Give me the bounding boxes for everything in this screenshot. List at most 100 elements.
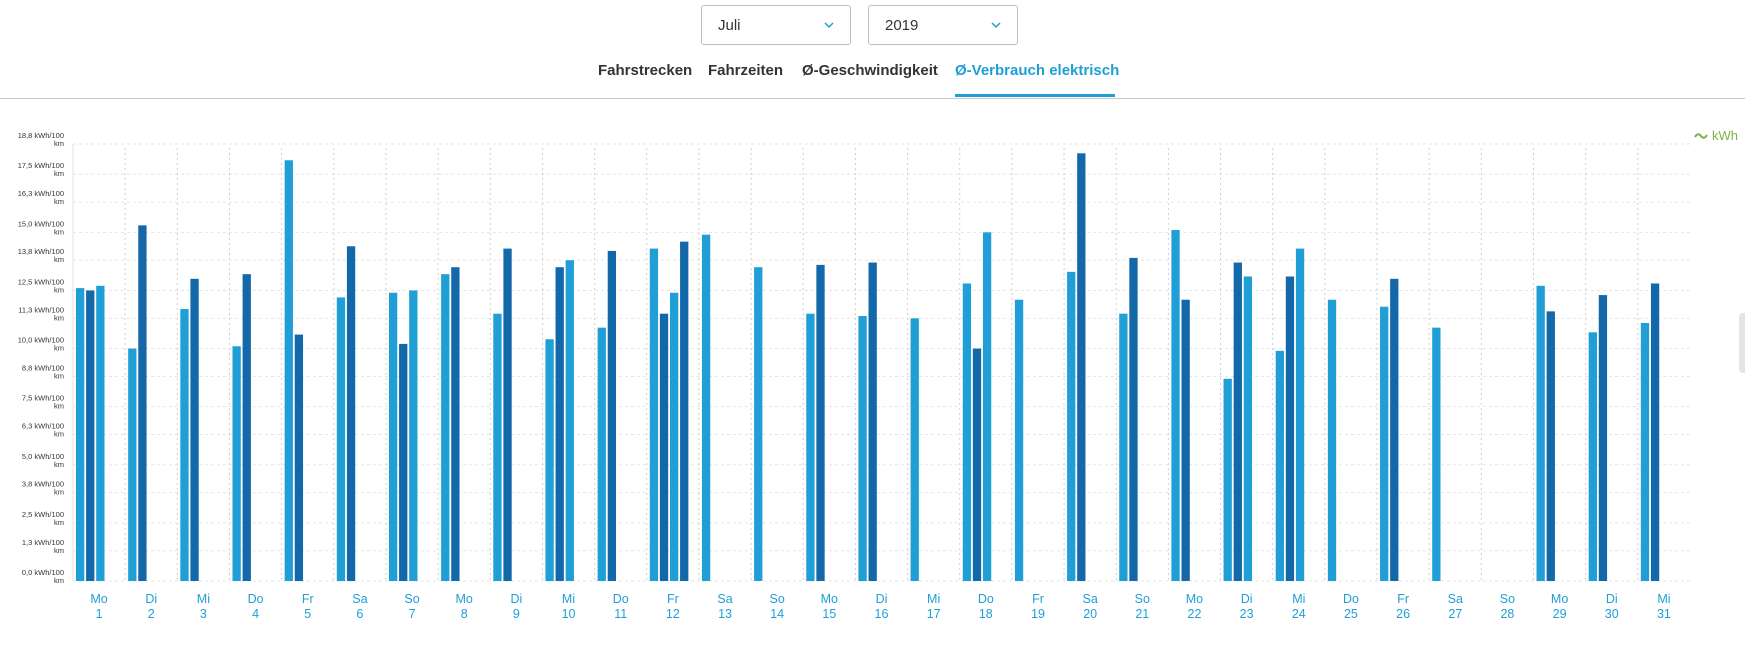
x-tick-day: So <box>770 592 785 606</box>
x-tick-day: Di <box>145 592 157 606</box>
bar-day-3-2 <box>190 278 199 581</box>
x-tick-date: 12 <box>666 607 680 621</box>
bar-day-2-2 <box>138 225 147 581</box>
x-tick-day: Mo <box>1551 592 1568 606</box>
x-tick-date: 27 <box>1448 607 1462 621</box>
tab-geschwindigkeit[interactable]: Ø-Geschwindigkeit <box>802 62 938 79</box>
x-tick-date: 6 <box>356 607 363 621</box>
x-tick-date: 11 <box>614 607 627 621</box>
x-tick-day: So <box>404 592 419 606</box>
y-tick-label: 0,0 kWh/100 km <box>22 568 64 585</box>
bar-day-31-1 <box>1640 322 1650 581</box>
x-tick-date: 22 <box>1188 607 1202 621</box>
legend-label: kWh <box>1712 128 1738 143</box>
bar-day-24-1 <box>1275 350 1285 581</box>
bar-day-27-1 <box>1432 327 1441 581</box>
x-tick-day: Sa <box>717 592 732 606</box>
x-tick-date: 23 <box>1240 607 1254 621</box>
x-tick-date: 15 <box>822 607 836 621</box>
x-tick-day: Mo <box>821 592 838 606</box>
year-select[interactable]: 2019 <box>868 5 1018 45</box>
x-tick-date: 21 <box>1135 607 1149 621</box>
y-tick-label: 10,0 kWh/100 km <box>18 336 64 353</box>
bar-day-20-2 <box>1077 153 1086 582</box>
x-tick-date: 8 <box>461 607 468 621</box>
x-tick-day: Di <box>1606 592 1618 606</box>
bar-day-14-1 <box>754 267 763 581</box>
bar-day-8-2 <box>451 267 460 581</box>
x-tick-date: 24 <box>1292 607 1306 621</box>
x-tick-date: 4 <box>252 607 259 621</box>
x-tick-date: 14 <box>770 607 784 621</box>
bar-day-17-1 <box>910 318 919 581</box>
bar-day-25-1 <box>1327 299 1337 581</box>
bar-day-19-1 <box>1014 299 1024 581</box>
bar-day-26-1 <box>1380 306 1389 581</box>
bar-day-26-2 <box>1390 278 1399 581</box>
bar-day-29-1 <box>1536 285 1545 581</box>
bar-day-24-3 <box>1295 248 1305 581</box>
year-select-value: 2019 <box>885 16 919 34</box>
y-tick-label: 6,3 kWh/100 km <box>22 422 64 439</box>
bar-day-1-3 <box>96 285 105 581</box>
y-tick-label: 12,5 kWh/100 km <box>18 277 64 294</box>
bar-day-22-2 <box>1181 299 1190 581</box>
x-tick-day: Fr <box>1032 592 1044 606</box>
x-tick-day: Mo <box>90 592 107 606</box>
bar-day-23-1 <box>1223 378 1232 581</box>
x-tick-date: 29 <box>1553 607 1567 621</box>
x-tick-date: 9 <box>513 607 520 621</box>
bar-day-9-2 <box>503 248 512 581</box>
bar-day-15-1 <box>806 313 815 581</box>
bar-day-12-3 <box>669 292 679 581</box>
x-tick-date: 1 <box>96 607 103 621</box>
scroll-handle[interactable] <box>1739 313 1745 373</box>
tab-verbrauch-elektrisch[interactable]: Ø-Verbrauch elektrisch <box>955 62 1120 79</box>
bar-day-5-2 <box>294 334 304 581</box>
x-tick-day: Fr <box>302 592 314 606</box>
bar-day-23-2 <box>1233 262 1242 581</box>
month-select[interactable]: Juli <box>701 5 851 45</box>
month-select-value: Juli <box>718 16 741 34</box>
chart-legend[interactable]: kWh <box>1694 128 1738 143</box>
x-tick-day: Di <box>876 592 888 606</box>
x-tick-date: 26 <box>1396 607 1410 621</box>
x-tick-day: Mo <box>456 592 473 606</box>
x-tick-day: Sa <box>352 592 367 606</box>
y-tick-label: 13,8 kWh/100 km <box>18 247 64 264</box>
bar-day-24-2 <box>1285 276 1295 581</box>
x-tick-day: Do <box>248 592 264 606</box>
bar-day-20-1 <box>1067 271 1076 581</box>
x-tick-day: Di <box>510 592 522 606</box>
x-tick-date: 19 <box>1031 607 1045 621</box>
bar-day-18-2 <box>972 348 982 581</box>
x-tick-date: 10 <box>562 607 576 621</box>
x-tick-day: Mi <box>927 592 940 606</box>
tab-fahrzeiten[interactable]: Fahrzeiten <box>708 62 784 79</box>
x-tick-date: 7 <box>409 607 416 621</box>
x-tick-date: 20 <box>1083 607 1097 621</box>
y-tick-label: 8,8 kWh/100 km <box>22 363 64 380</box>
x-tick-day: So <box>1135 592 1150 606</box>
active-tab-indicator <box>955 94 1115 97</box>
y-tick-label: 1,3 kWh/100 km <box>22 538 64 555</box>
bar-day-18-3 <box>982 232 992 582</box>
x-tick-date: 16 <box>875 607 889 621</box>
x-tick-day: Mi <box>197 592 210 606</box>
bar-day-30-2 <box>1598 295 1608 581</box>
x-tick-date: 13 <box>718 607 732 621</box>
bar-day-1-1 <box>76 288 85 581</box>
x-tick-day: Sa <box>1082 592 1097 606</box>
y-tick-label: 15,0 kWh/100 km <box>18 219 64 236</box>
bar-day-23-3 <box>1243 276 1253 581</box>
x-tick-date: 30 <box>1605 607 1619 621</box>
x-tick-day: Mi <box>1657 592 1670 606</box>
y-tick-label: 2,5 kWh/100 km <box>22 510 64 527</box>
tab-fahrstrecken[interactable]: Fahrstrecken <box>598 62 693 79</box>
x-tick-day: Do <box>1343 592 1359 606</box>
y-tick-label: 11,3 kWh/100 km <box>18 305 64 322</box>
bar-day-11-1 <box>597 327 606 581</box>
x-tick-day: Do <box>978 592 994 606</box>
bar-day-18-1 <box>962 283 972 581</box>
bar-day-10-1 <box>545 339 554 581</box>
